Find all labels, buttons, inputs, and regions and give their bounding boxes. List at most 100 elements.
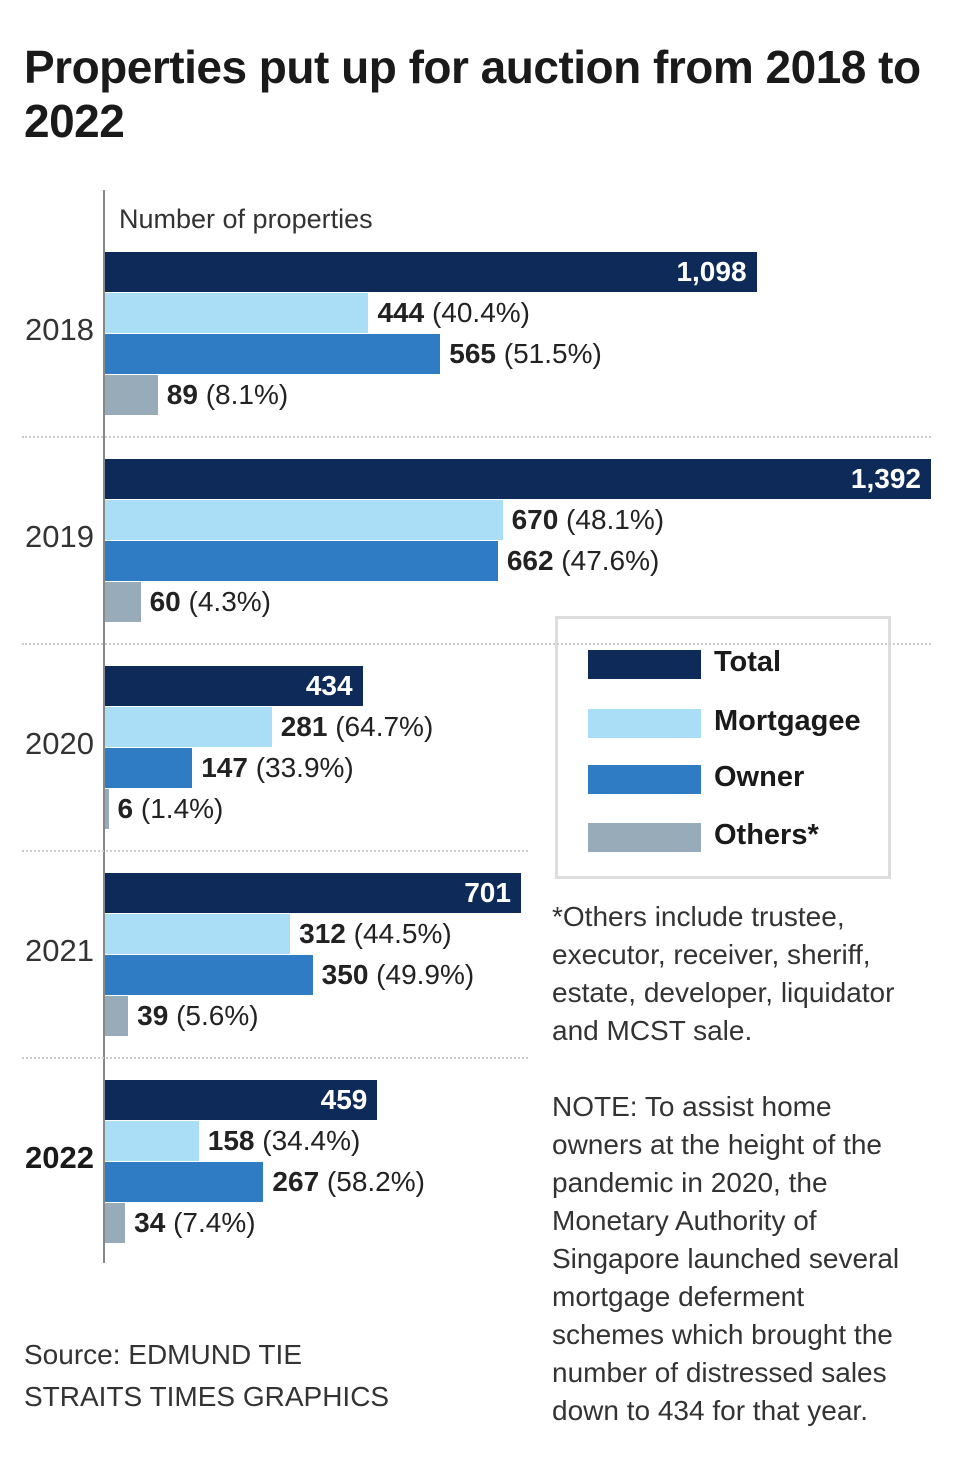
data-percent: (4.3%) xyxy=(180,586,271,617)
data-percent: (44.5%) xyxy=(345,918,452,949)
group-separator xyxy=(22,1057,528,1059)
data-label-owner: 147 (33.9%) xyxy=(201,748,354,788)
bar-owner xyxy=(105,955,313,995)
footnote-line: and MCST sale. xyxy=(552,1015,753,1046)
bar-mortgagee xyxy=(105,1121,199,1161)
data-value: 34 xyxy=(134,1207,166,1238)
data-label-total: 701 xyxy=(464,877,511,908)
data-label-others: 89 (8.1%) xyxy=(167,375,288,415)
legend-swatch-others xyxy=(588,823,701,852)
bar-total xyxy=(105,873,521,913)
data-label-mortgagee: 158 (34.4%) xyxy=(208,1121,361,1161)
bar-mortgagee xyxy=(105,914,291,954)
legend-label-total: Total xyxy=(714,646,782,678)
note-line: owners at the height of the xyxy=(552,1129,882,1160)
bar-mortgagee xyxy=(105,707,272,747)
legend-swatch-total xyxy=(588,650,701,679)
year-label: 2019 xyxy=(25,519,94,554)
bar-total xyxy=(105,666,363,706)
data-percent: (8.1%) xyxy=(197,379,289,410)
data-label-others: 60 (4.3%) xyxy=(150,582,271,622)
data-value: 39 xyxy=(137,1000,169,1031)
bar-others xyxy=(105,1203,126,1243)
data-percent: (58.2%) xyxy=(319,1166,425,1197)
note-line: Monetary Authority of xyxy=(552,1205,817,1236)
bar-others xyxy=(105,996,129,1036)
data-value: 670 xyxy=(511,504,559,535)
note-line: schemes which brought the xyxy=(552,1319,893,1350)
bar-total xyxy=(105,252,757,292)
legend-label-mortgagee: Mortgagee xyxy=(714,705,861,737)
data-value: 158 xyxy=(207,1125,255,1156)
data-label-total: 1,098 xyxy=(676,256,747,287)
data-value: 312 xyxy=(299,918,346,949)
data-percent: (33.9%) xyxy=(247,752,354,783)
data-label-owner: 350 (49.9%) xyxy=(322,955,475,995)
legend-swatch-owner xyxy=(588,765,701,794)
year-label: 2018 xyxy=(25,312,94,347)
data-label-total: 1,392 xyxy=(850,463,921,494)
chart-title: Properties put up for auction from 2018 … xyxy=(24,41,921,147)
y-axis-line xyxy=(103,190,105,1263)
data-label-mortgagee: 281 (64.7%) xyxy=(281,707,434,747)
footnote-line: estate, developer, liquidator xyxy=(552,977,895,1008)
bar-others xyxy=(105,789,109,829)
group-separator xyxy=(22,643,931,645)
data-value: 281 xyxy=(280,711,328,742)
data-percent: (5.6%) xyxy=(168,1000,259,1031)
data-label-mortgagee: 312 (44.5%) xyxy=(299,914,452,954)
source-line: Source: EDMUND TIE xyxy=(24,1339,302,1370)
note-line: Singapore launched several xyxy=(552,1243,900,1274)
data-label-total: 434 xyxy=(305,670,353,701)
legend-swatch-mortgagee xyxy=(588,709,701,738)
legend-label-owner: Owner xyxy=(714,761,805,793)
group-separator xyxy=(22,436,931,438)
bar-total xyxy=(105,459,931,499)
data-value: 267 xyxy=(272,1166,320,1197)
data-label-total: 459 xyxy=(320,1084,368,1115)
note-line: NOTE: To assist home xyxy=(552,1091,832,1122)
bar-others xyxy=(105,375,158,415)
data-percent: (48.1%) xyxy=(558,504,665,535)
data-value: 565 xyxy=(449,338,496,369)
data-percent: (34.4%) xyxy=(254,1125,361,1156)
data-percent: (1.4%) xyxy=(133,793,224,824)
data-percent: (64.7%) xyxy=(327,711,434,742)
data-value: 147 xyxy=(201,752,248,783)
data-label-others: 34 (7.4%) xyxy=(134,1203,255,1243)
data-value: 60 xyxy=(149,586,181,617)
year-label: 2022 xyxy=(25,1140,94,1175)
note-line: number of distressed sales xyxy=(552,1357,887,1388)
data-label-owner: 662 (47.6%) xyxy=(507,541,660,581)
bar-mortgagee xyxy=(105,500,503,540)
bar-mortgagee xyxy=(105,293,369,333)
note-line: pandemic in 2020, the xyxy=(552,1167,828,1198)
data-percent: (51.5%) xyxy=(495,338,602,369)
bar-owner xyxy=(105,541,498,581)
data-percent: (7.4%) xyxy=(165,1207,256,1238)
footnote: *Others include trustee, executor, recei… xyxy=(552,898,952,1050)
data-value: 662 xyxy=(506,545,554,576)
data-label-owner: 267 (58.2%) xyxy=(272,1162,425,1202)
data-value: 89 xyxy=(166,379,198,410)
data-percent: (40.4%) xyxy=(424,297,530,328)
group-separator xyxy=(22,850,528,852)
note-line: mortgage deferment xyxy=(552,1281,805,1312)
data-percent: (47.6%) xyxy=(553,545,660,576)
data-label-mortgagee: 444 (40.4%) xyxy=(377,293,530,333)
footnote-line: *Others include trustee, xyxy=(552,901,845,932)
data-value: 444 xyxy=(377,297,425,328)
bar-others xyxy=(105,582,141,622)
source-line: STRAITS TIMES GRAPHICS xyxy=(24,1381,390,1412)
year-label: 2020 xyxy=(25,726,94,761)
footnote-line: executor, receiver, sheriff, xyxy=(552,939,871,970)
legend: Total Mortgagee Owner Others* xyxy=(555,616,891,879)
note-line: down to 434 for that year. xyxy=(552,1395,868,1426)
bar-total xyxy=(105,1080,378,1120)
bar-owner xyxy=(105,1162,264,1202)
data-value: 350 xyxy=(321,959,369,990)
data-label-others: 39 (5.6%) xyxy=(137,996,258,1036)
axis-label: Number of properties xyxy=(119,204,373,234)
year-label: 2021 xyxy=(25,933,94,968)
